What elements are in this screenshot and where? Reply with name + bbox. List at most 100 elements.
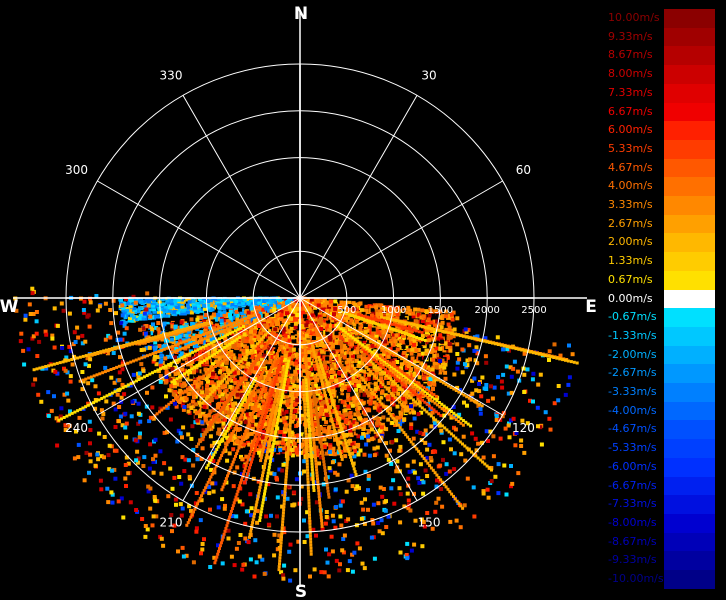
echo-cell <box>417 375 422 380</box>
echo-cell <box>282 446 286 451</box>
echo-cell <box>432 378 436 383</box>
echo-cell <box>383 393 388 398</box>
echo-cell <box>341 316 346 321</box>
echo-cell <box>230 378 234 383</box>
echo-cell <box>296 411 301 416</box>
echo-cell <box>249 312 254 316</box>
echo-cell <box>311 336 316 340</box>
echo-cell <box>253 318 258 323</box>
echo-cell <box>285 360 289 364</box>
echo-cell <box>199 380 204 385</box>
echo-cell <box>370 334 374 339</box>
echo-cell <box>346 392 351 397</box>
echo-cell <box>449 312 454 317</box>
echo-cell <box>325 339 330 344</box>
echo-cell <box>276 337 281 341</box>
echo-cell <box>371 331 376 336</box>
echo-cell <box>440 361 445 366</box>
echo-cell <box>361 427 366 431</box>
echo-cell <box>307 297 312 302</box>
echo-cell <box>293 392 298 397</box>
echo-cell <box>325 331 330 336</box>
echo-cell <box>249 335 254 340</box>
echo-cell <box>385 371 390 376</box>
echo-cell <box>286 346 291 351</box>
echo-cell <box>340 353 344 358</box>
echo-cell <box>373 349 378 354</box>
echo-cell <box>283 309 288 314</box>
echo-cell <box>265 345 270 350</box>
echo-cell <box>290 453 295 458</box>
echo-cell <box>340 382 344 387</box>
echo-cell <box>390 413 395 418</box>
echo-cell <box>294 388 299 393</box>
echo-cell <box>414 319 419 324</box>
echo-cell <box>271 364 276 369</box>
echo-cell <box>348 424 353 429</box>
echo-cell <box>384 427 389 432</box>
echo-cell <box>276 340 281 344</box>
echo-cell <box>445 355 450 360</box>
echo-cell <box>293 352 298 357</box>
echo-cell <box>324 316 329 321</box>
echo-cell <box>391 346 396 351</box>
echo-cell <box>264 305 269 310</box>
echo-cell <box>362 336 367 341</box>
echo-cell <box>307 307 312 312</box>
echo-cell <box>221 425 226 430</box>
echo-cell <box>393 306 398 311</box>
echo-cell <box>194 402 198 407</box>
echo-cell <box>388 332 393 337</box>
echo-cell <box>299 336 304 340</box>
echo-cell <box>416 312 421 317</box>
echo-cell <box>289 369 294 374</box>
echo-cell <box>264 395 269 399</box>
echo-cell <box>307 335 311 340</box>
echo-cell <box>376 344 381 349</box>
echo-cell <box>222 390 227 395</box>
echo-cell <box>321 329 326 334</box>
echo-cell <box>250 354 255 359</box>
echo-cell <box>221 367 226 372</box>
echo-cell <box>261 399 266 404</box>
echo-cell <box>325 359 330 364</box>
echo-cell <box>315 436 320 441</box>
echo-cell <box>318 392 323 396</box>
echo-cell <box>282 420 287 425</box>
echo-cell <box>347 300 352 305</box>
echo-cell <box>262 311 267 316</box>
echo-cell <box>254 374 259 379</box>
echo-cell <box>338 440 343 445</box>
echo-cell <box>313 374 318 378</box>
echo-cell <box>306 315 311 320</box>
echo-cell <box>257 329 262 334</box>
echo-cell <box>347 387 351 392</box>
echo-cell <box>204 387 209 392</box>
echo-cell <box>324 344 329 349</box>
echo-cell <box>229 397 234 401</box>
echo-cell <box>340 385 345 389</box>
echo-cell <box>367 393 372 398</box>
echo-cell <box>359 373 364 378</box>
echo-cell <box>246 432 251 437</box>
echo-cell <box>350 342 354 347</box>
echo-cell <box>192 318 196 323</box>
echo-cell <box>392 384 397 389</box>
echo-cell <box>307 448 312 452</box>
echo-cell <box>273 363 278 368</box>
echo-cell <box>296 392 301 397</box>
echo-cell <box>228 405 233 410</box>
echo-cell <box>282 312 287 317</box>
echo-cell <box>285 301 289 305</box>
echo-cell <box>170 337 175 342</box>
echo-cell <box>210 362 215 367</box>
echo-cell <box>414 367 419 372</box>
echo-cell <box>344 433 349 437</box>
echo-cell <box>399 362 404 367</box>
echo-cell <box>269 373 273 378</box>
echo-cell <box>285 338 290 343</box>
echo-cell <box>412 389 417 393</box>
echo-cell <box>311 339 316 344</box>
echo-cell <box>347 304 352 308</box>
echo-cell <box>329 402 334 406</box>
